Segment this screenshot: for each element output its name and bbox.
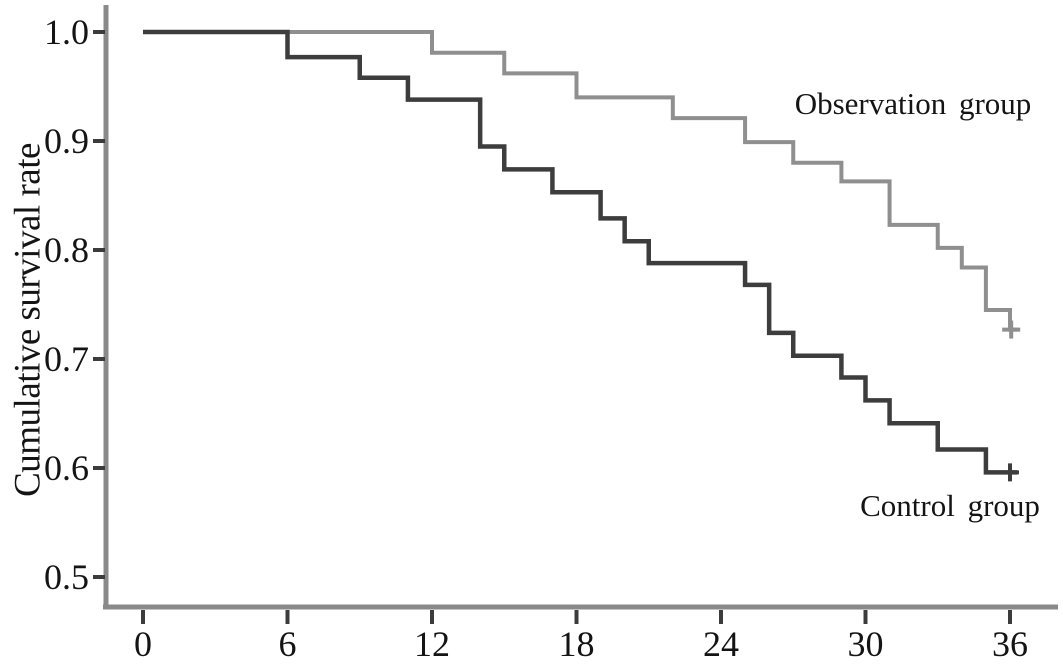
x-tick-label: 30 bbox=[847, 624, 883, 664]
observation-curve bbox=[143, 30, 1018, 332]
y-tick-label: 0.8 bbox=[44, 230, 89, 270]
y-tick-label: 1.0 bbox=[44, 12, 89, 52]
x-tick-label: 12 bbox=[414, 624, 450, 664]
control-curve bbox=[143, 29, 1018, 475]
x-tick-label: 24 bbox=[703, 624, 739, 664]
y-tick-label: 0.6 bbox=[44, 448, 89, 488]
control-group-label: Control group bbox=[860, 488, 1040, 523]
observation-group-label: Observation group bbox=[794, 86, 1032, 121]
y-tick-label: 0.9 bbox=[44, 121, 89, 161]
x-tick-label: 0 bbox=[134, 624, 152, 664]
y-axis-title: Cumulative survival rate bbox=[7, 143, 49, 497]
x-tick-label: 18 bbox=[558, 624, 594, 664]
y-tick-label: 0.5 bbox=[44, 557, 89, 597]
y-tick-label: 0.7 bbox=[44, 339, 89, 379]
x-tick-label: 36 bbox=[992, 624, 1028, 664]
x-tick-label: 6 bbox=[278, 624, 296, 664]
